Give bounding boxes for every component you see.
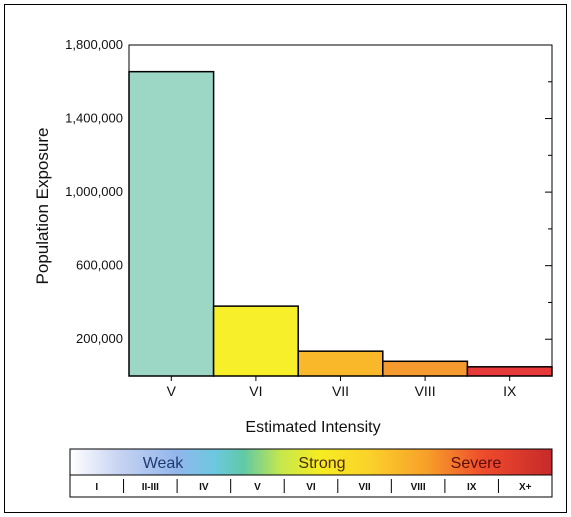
plot-area: 200,000 600,000 1,000,000 1,400,000 1,800,00… [65, 37, 553, 399]
bar-viii [382, 360, 469, 377]
scale-cell-label: VIII [411, 482, 426, 493]
y-tick-label: 1,000,000 [65, 184, 123, 199]
y-tick-label: 200,000 [76, 331, 123, 346]
bar-vii [297, 350, 384, 377]
scale-cell-label: VII [358, 482, 370, 493]
y-tick-label: 600,000 [76, 258, 123, 273]
intensity-scale-gradient [69, 448, 553, 476]
chart-frame [4, 4, 567, 513]
x-tick-label: VIII [415, 383, 436, 399]
scale-cell-label: I [95, 482, 98, 493]
scale-cell-label: VI [306, 482, 316, 493]
scale-label-weak: Weak [143, 455, 185, 472]
bar-vi [212, 305, 299, 377]
scale-cell-label: IV [199, 482, 209, 493]
scale-cell-label: IX [467, 482, 477, 493]
bar-ix [466, 366, 553, 377]
bar-v [128, 70, 215, 377]
scale-label-severe: Severe [451, 455, 502, 472]
x-tick-label: IX [503, 383, 517, 399]
scale-label-strong: Strong [298, 455, 345, 472]
intensity-scale-cells: I II-III IV V VI VII VIII IX X+ [95, 479, 532, 493]
x-tick-label: V [167, 383, 177, 399]
y-axis-title: Population Exposure [33, 128, 52, 285]
scale-cell-label: X+ [519, 482, 532, 493]
y-tick-label: 1,800,000 [65, 37, 123, 52]
x-tick-label: VII [332, 383, 349, 399]
intensity-scale-cells-row [69, 474, 553, 498]
x-axis-title: Estimated Intensity [245, 419, 380, 436]
y-tick-label: 1,400,000 [65, 111, 123, 126]
scale-cell-label: II-III [142, 482, 159, 493]
intensity-scale: Weak Strong Severe I II-III IV V VI VII VIII IX… [69, 448, 553, 498]
x-tick-label: VI [249, 383, 262, 399]
scale-cell-label: V [254, 482, 261, 493]
